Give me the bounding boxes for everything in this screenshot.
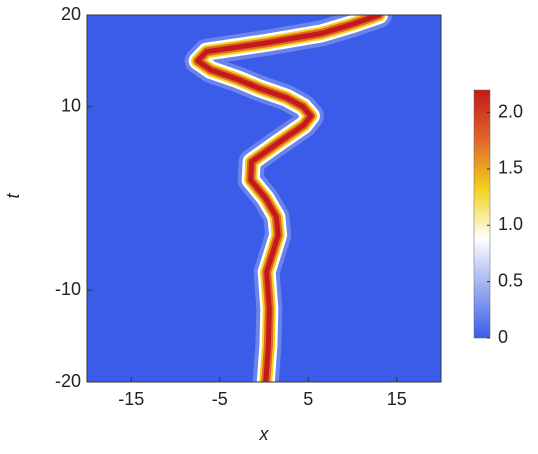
- plot-frame: [86, 14, 442, 383]
- colorbar-tick-label: 2.0: [498, 101, 523, 121]
- y-tick-label: -20: [55, 371, 81, 391]
- y-tick-label: 20: [61, 4, 81, 24]
- density-layer: [184, 15, 393, 382]
- colorbar: [473, 89, 491, 339]
- y-axis-label: t: [3, 193, 23, 199]
- x-tick-label: 5: [303, 389, 313, 409]
- x-tick-label: -5: [212, 389, 228, 409]
- y-tick-label: 10: [61, 96, 81, 116]
- colorbar-tick-label: 0: [498, 327, 508, 347]
- x-tick-label: 15: [387, 389, 407, 409]
- x-tick-label: -15: [118, 389, 144, 409]
- soliton-ridge: [195, 15, 382, 382]
- x-axis-label: x: [259, 424, 270, 444]
- y-tick-label: -10: [55, 279, 81, 299]
- colorbar-tick-label: 0.5: [498, 270, 523, 290]
- colorbar-tick-label: 1.5: [498, 158, 523, 178]
- colorbar-tick-label: 1.0: [498, 214, 523, 234]
